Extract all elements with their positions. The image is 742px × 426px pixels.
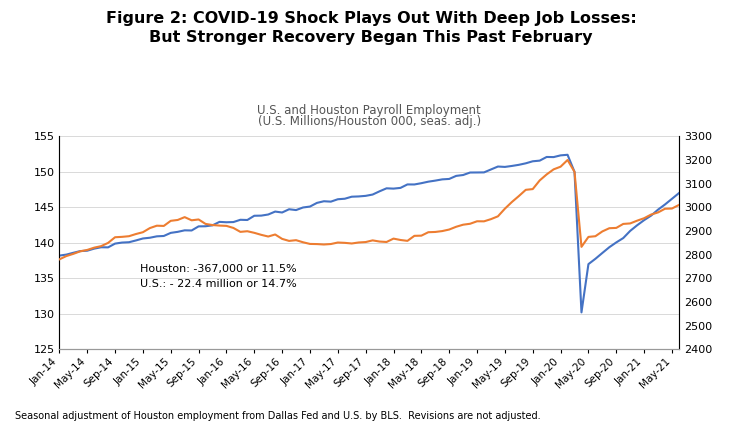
Text: Seasonal adjustment of Houston employment from Dallas Fed and U.S. by BLS.  Revi: Seasonal adjustment of Houston employmen… [15, 411, 540, 421]
Text: Houston: -367,000 or 11.5%
U.S.: - 22.4 million or 14.7%: Houston: -367,000 or 11.5% U.S.: - 22.4 … [140, 264, 297, 289]
Text: U.S. and Houston Payroll Employment: U.S. and Houston Payroll Employment [257, 104, 481, 117]
Text: (U.S. Millions/Houston 000, seas. adj.): (U.S. Millions/Houston 000, seas. adj.) [257, 115, 481, 128]
Text: Figure 2: COVID-19 Shock Plays Out With Deep Job Losses:: Figure 2: COVID-19 Shock Plays Out With … [105, 11, 637, 26]
Text: But Stronger Recovery Began This Past February: But Stronger Recovery Began This Past Fe… [149, 30, 593, 45]
